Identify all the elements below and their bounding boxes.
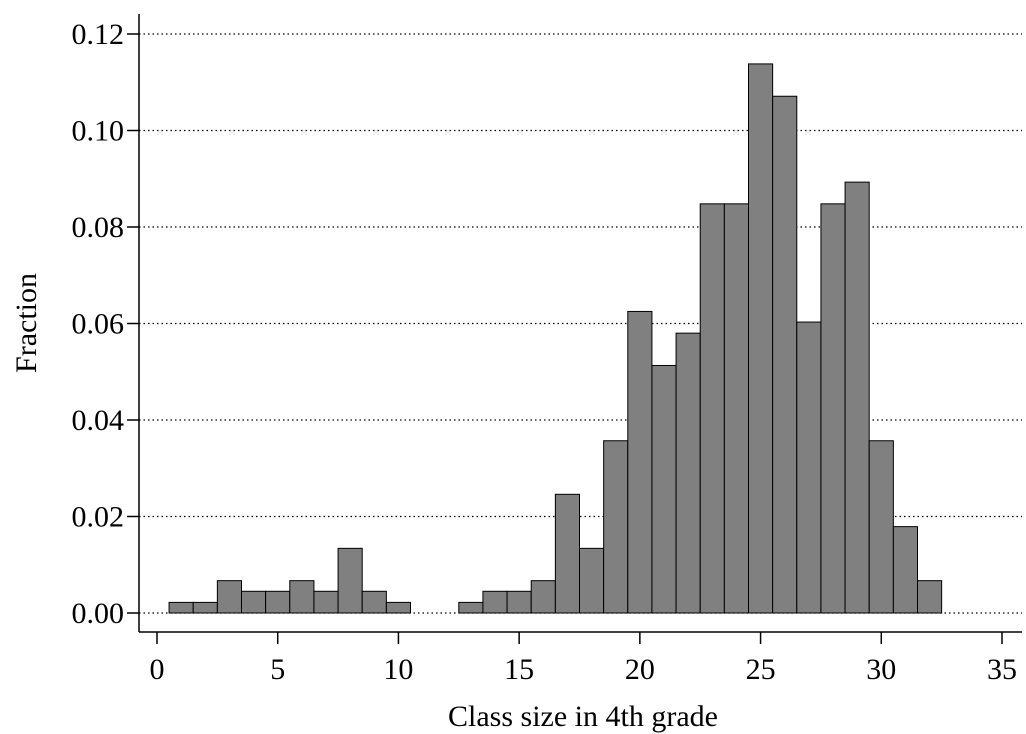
histogram-bar — [241, 590, 267, 614]
x-axis-ticks: 0 5 10 15 20 25 30 35 — [150, 632, 1017, 686]
bars — [168, 63, 943, 614]
histogram-bar — [289, 580, 315, 614]
x-tick-label: 10 — [383, 653, 413, 686]
histogram-bar — [820, 203, 846, 614]
x-axis-title: Class size in 4th grade — [448, 700, 718, 733]
histogram-bar — [748, 63, 774, 614]
histogram-bar — [892, 526, 918, 614]
x-tick-label: 5 — [270, 653, 285, 686]
histogram-bar — [168, 601, 194, 614]
y-axis-title: Fraction — [10, 273, 43, 373]
histogram-bar — [482, 590, 508, 614]
y-tick-label: 0.08 — [72, 211, 125, 244]
x-tick-label: 15 — [504, 653, 534, 686]
y-tick-label: 0.10 — [72, 115, 125, 148]
histogram-bar — [192, 601, 218, 614]
histogram-bar — [868, 440, 894, 614]
histogram-bar — [265, 590, 291, 614]
histogram-bar — [772, 95, 798, 614]
histogram-bar — [361, 590, 387, 614]
histogram-bar — [675, 332, 701, 614]
histogram-bar — [917, 580, 943, 614]
x-tick-label: 35 — [987, 653, 1017, 686]
y-tick-label: 0.00 — [72, 597, 125, 630]
y-tick-label: 0.04 — [72, 404, 125, 437]
histogram-bar — [603, 440, 629, 614]
histogram-bar — [458, 601, 484, 614]
histogram-bar — [216, 580, 243, 614]
histogram-bar — [723, 203, 749, 614]
y-tick-label: 0.12 — [72, 18, 125, 51]
histogram-bar — [554, 493, 580, 614]
histogram-bar — [579, 547, 605, 614]
histogram-bar — [627, 310, 653, 614]
histogram-bar — [796, 321, 822, 614]
histogram-bar — [651, 364, 677, 614]
x-tick-label: 0 — [150, 653, 165, 686]
y-tick-label: 0.06 — [72, 308, 125, 341]
x-tick-label: 25 — [746, 653, 776, 686]
histogram-bar — [313, 590, 339, 614]
y-tick-label: 0.02 — [72, 501, 125, 534]
histogram-bar — [699, 203, 725, 614]
histogram-bar — [337, 547, 363, 614]
y-axis-ticks: 0.00 0.02 0.04 0.06 0.08 0.10 0.12 — [72, 18, 139, 630]
histogram-bar — [506, 590, 532, 614]
x-tick-label: 30 — [866, 653, 896, 686]
histogram-bar — [530, 580, 556, 614]
histogram-bar — [385, 601, 412, 614]
histogram-bar — [844, 181, 870, 614]
x-tick-label: 20 — [625, 653, 655, 686]
